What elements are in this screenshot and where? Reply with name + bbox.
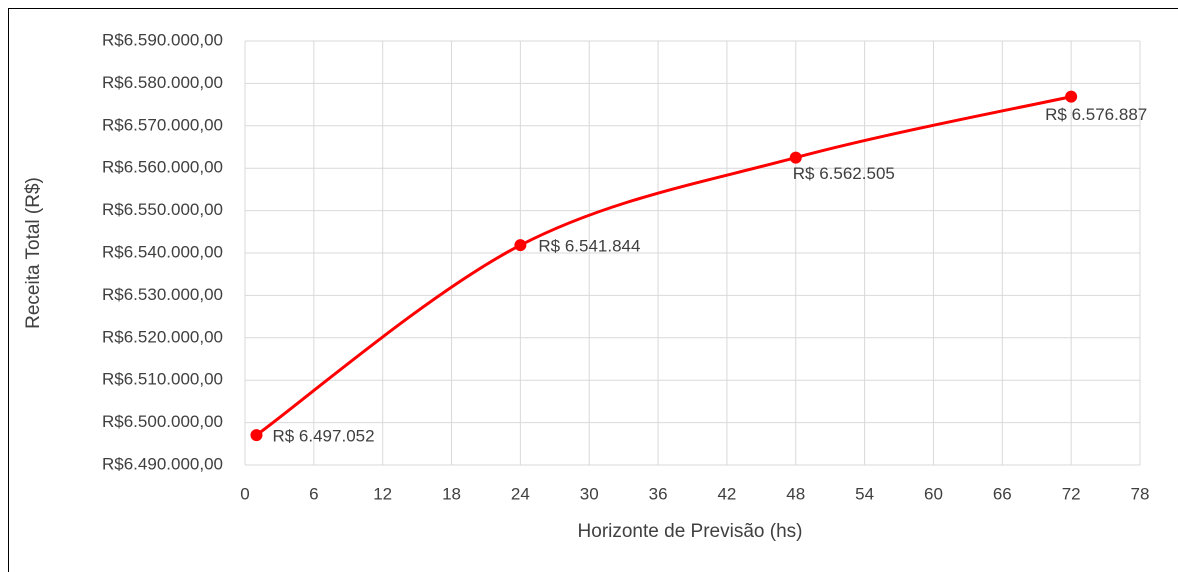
data-label: R$ 6.497.052 <box>272 427 374 446</box>
x-tick-label: 66 <box>993 484 1012 503</box>
point <box>514 239 527 252</box>
x-tick-label: 42 <box>717 484 736 503</box>
x-tick-label: 72 <box>1062 484 1081 503</box>
y-tick-label: R$6.530.000,00 <box>102 285 223 304</box>
x-tick-label: 60 <box>924 484 943 503</box>
point <box>250 429 263 442</box>
line <box>255 95 1072 437</box>
y-tick-label: R$6.570.000,00 <box>102 115 223 134</box>
x-tick-label: 12 <box>373 484 392 503</box>
y-tick-label: R$6.510.000,00 <box>102 370 223 389</box>
y-axis-label: Receita Total (R$) <box>23 177 44 329</box>
x-tick-label: 24 <box>511 484 530 503</box>
x-tick-label: 48 <box>786 484 805 503</box>
x-tick-label: 36 <box>649 484 668 503</box>
y-tick-label: R$6.580.000,00 <box>102 73 223 92</box>
y-tick-label: R$6.540.000,00 <box>102 242 223 261</box>
x-tick-label: 6 <box>309 484 318 503</box>
y-tick-label: R$6.560.000,00 <box>102 158 223 177</box>
data-label: R$ 6.541.844 <box>538 237 640 256</box>
x-axis-label: Horizonte de Previsão (hs) <box>578 521 803 542</box>
data-label: R$ 6.562.505 <box>793 164 895 183</box>
x-tick-label: 0 <box>240 484 249 503</box>
chart-border <box>8 8 1178 572</box>
x-tick-label: 54 <box>855 484 874 503</box>
x-tick-label: 18 <box>442 484 461 503</box>
y-tick-label: R$6.520.000,00 <box>102 327 223 346</box>
y-tick-label: R$6.500.000,00 <box>102 412 223 431</box>
x-tick-label: 78 <box>1131 484 1150 503</box>
y-tick-label: R$6.590.000,00 <box>102 30 223 49</box>
point <box>789 151 802 164</box>
x-tick-label: 30 <box>580 484 599 503</box>
y-tick-label: R$6.490.000,00 <box>102 454 223 473</box>
point <box>1065 90 1078 103</box>
y-tick-label: R$6.550.000,00 <box>102 200 223 219</box>
data-label: R$ 6.576.887 <box>1045 105 1147 124</box>
